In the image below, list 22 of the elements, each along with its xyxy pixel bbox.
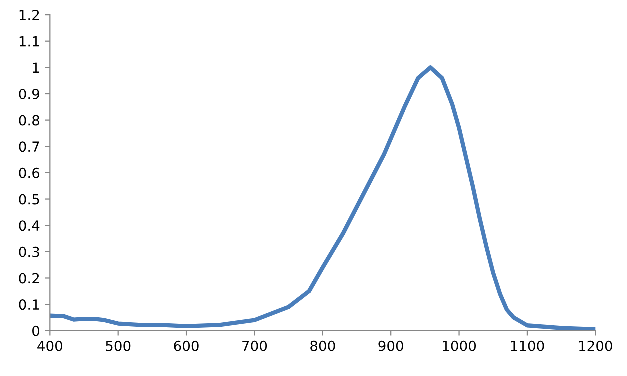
x-tick-label: 1000	[443, 340, 476, 352]
y-tick-label: 0.4	[19, 220, 40, 232]
y-tick-label: 0.8	[19, 115, 40, 126]
y-tick-label: 0.9	[19, 88, 40, 100]
x-tick-label: 900	[378, 340, 404, 352]
y-tick-label: 0.7	[19, 142, 40, 152]
x-tick-label: 1100	[511, 340, 544, 352]
x-tick-label: 500	[106, 340, 131, 352]
x-tick-label: 1200	[580, 340, 612, 352]
y-tick-label: 1.2	[20, 10, 40, 20]
x-tick-label: 600	[174, 340, 199, 352]
y-tick-label: 1.1	[20, 36, 40, 47]
y-tick-label: 0.6	[19, 168, 40, 178]
y-tick-label: 0	[32, 326, 40, 336]
y-tick-label: 0.5	[19, 194, 40, 205]
y-tick-label: 0.2	[19, 273, 40, 284]
y-tick-label: 0.1	[19, 300, 40, 310]
y-tick-label: 0.3	[19, 246, 40, 258]
x-tick-label: 700	[242, 340, 268, 352]
x-tick-label: 400	[38, 340, 62, 352]
y-tick-label: 1	[33, 62, 40, 73]
x-tick-label: 800	[310, 340, 336, 352]
